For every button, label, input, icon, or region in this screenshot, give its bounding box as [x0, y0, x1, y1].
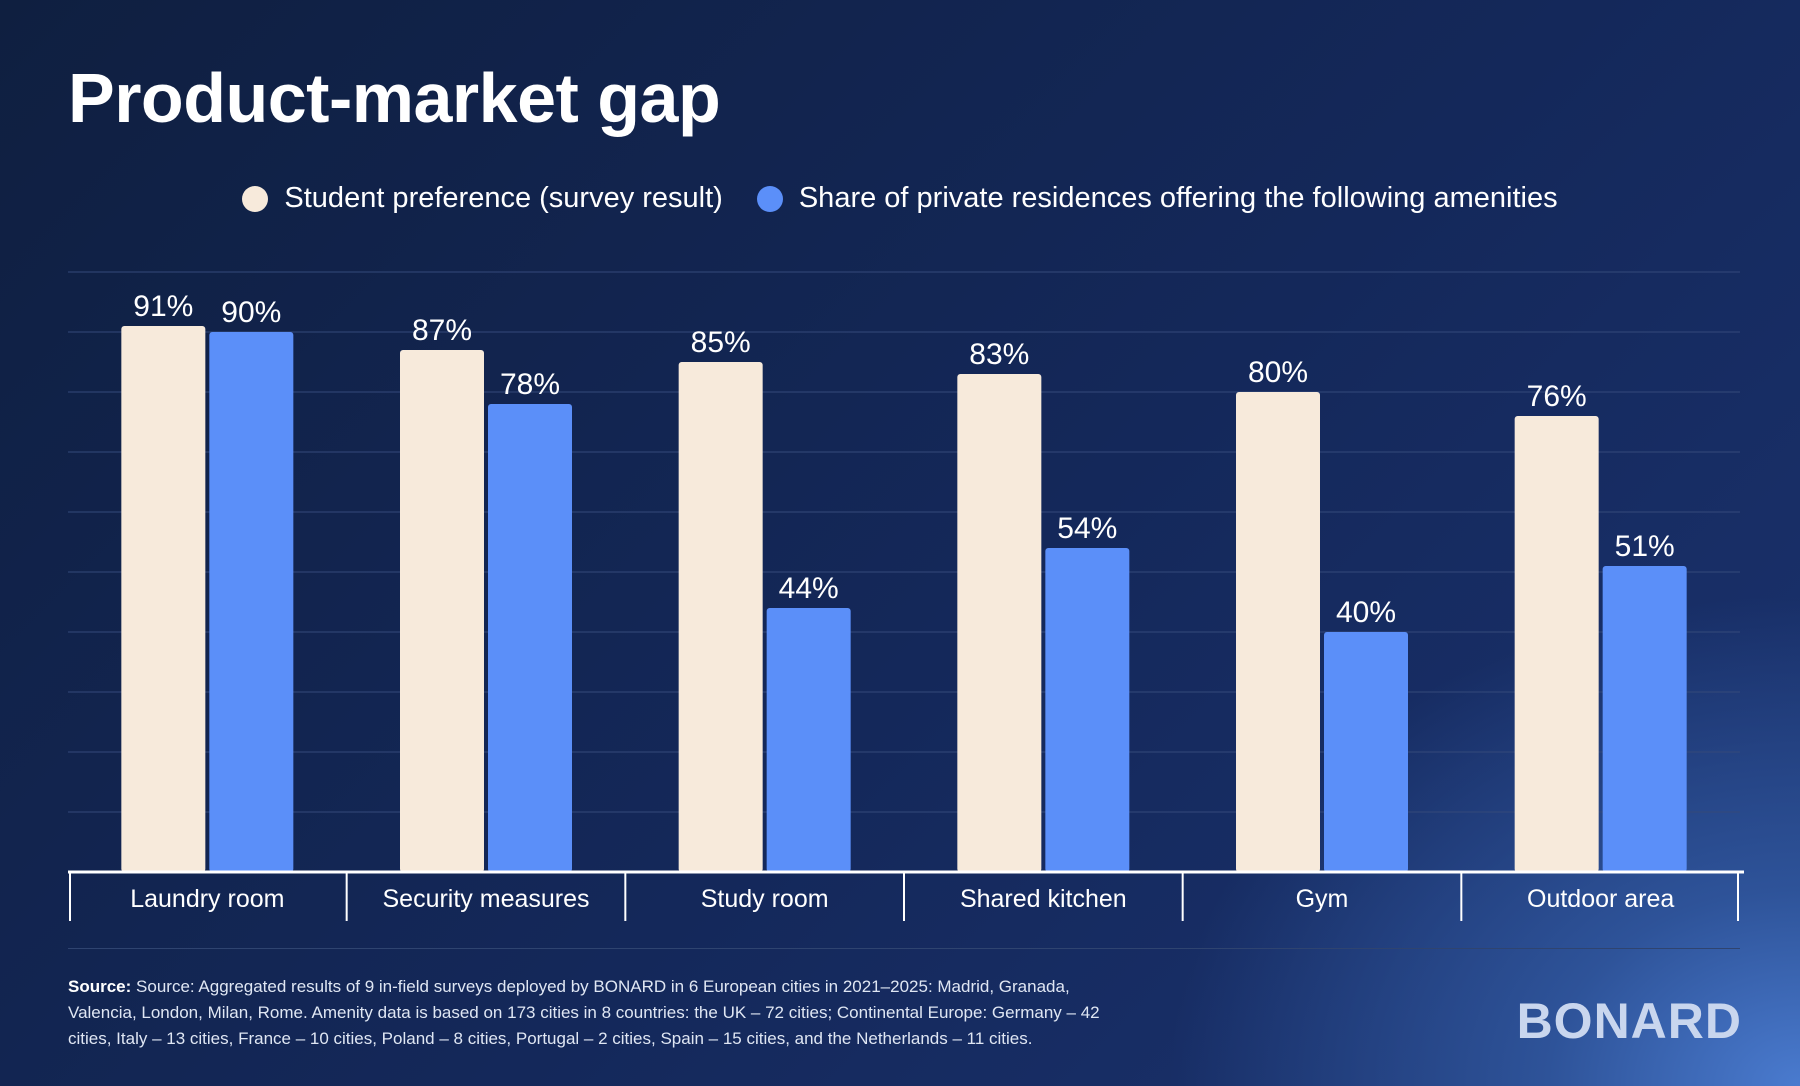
- source-note: Source: Source: Aggregated results of 9 …: [68, 974, 1138, 1052]
- data-label: 76%: [1527, 380, 1587, 413]
- data-label: 87%: [412, 314, 472, 347]
- bonard-logo: BONARD: [1516, 993, 1742, 1049]
- source-label: Source:: [68, 977, 132, 996]
- bar-student-preference: [121, 326, 206, 872]
- footer-divider: [68, 948, 1740, 949]
- bar-residences: [766, 608, 851, 872]
- legend-label-residences: Share of private residences offering the…: [798, 182, 1558, 214]
- bar-residences: [1324, 632, 1408, 872]
- data-label: 44%: [779, 572, 839, 605]
- legend-item-student-preference: Student preference (survey result): [242, 182, 723, 215]
- bar-student-preference: [400, 350, 484, 872]
- bar-student-preference: [1514, 416, 1599, 872]
- bar-student-preference: [678, 362, 763, 872]
- legend-label-student-preference: Student preference (survey result): [284, 182, 723, 214]
- data-label: 91%: [133, 290, 193, 323]
- data-label: 51%: [1615, 530, 1675, 563]
- category-label: Shared kitchen: [960, 885, 1127, 913]
- legend-swatch-residences: [756, 185, 783, 212]
- legend-item-residences: Share of private residences offering the…: [756, 182, 1558, 215]
- bar-chart: 91% 90% Laundry room 87% 78% Security measure…: [68, 271, 1740, 913]
- data-label: 80%: [1248, 356, 1308, 389]
- legend-swatch-student-preference: [242, 185, 269, 212]
- category-label: Outdoor area: [1527, 885, 1674, 913]
- legend: Student preference (survey result) Share…: [0, 182, 1800, 215]
- bar-student-preference: [1236, 392, 1320, 872]
- data-label: 83%: [969, 338, 1029, 371]
- category-label: Gym: [1296, 885, 1349, 913]
- data-label: 54%: [1057, 512, 1117, 545]
- chart-title: Product-market gap: [68, 59, 721, 137]
- category-label: Security measures: [382, 885, 589, 913]
- data-label: 90%: [221, 296, 281, 329]
- data-label: 78%: [500, 368, 560, 401]
- bar-residences: [488, 404, 572, 872]
- bar-residences: [1602, 566, 1687, 872]
- bar-student-preference: [957, 374, 1042, 872]
- source-text: Source: Aggregated results of 9 in-field…: [68, 977, 1100, 1048]
- bar-residences: [1045, 548, 1130, 872]
- bar-residences: [209, 332, 294, 872]
- data-label: 85%: [691, 326, 751, 359]
- category-label: Study room: [701, 885, 829, 913]
- data-label: 40%: [1336, 596, 1396, 629]
- category-label: Laundry room: [130, 885, 284, 913]
